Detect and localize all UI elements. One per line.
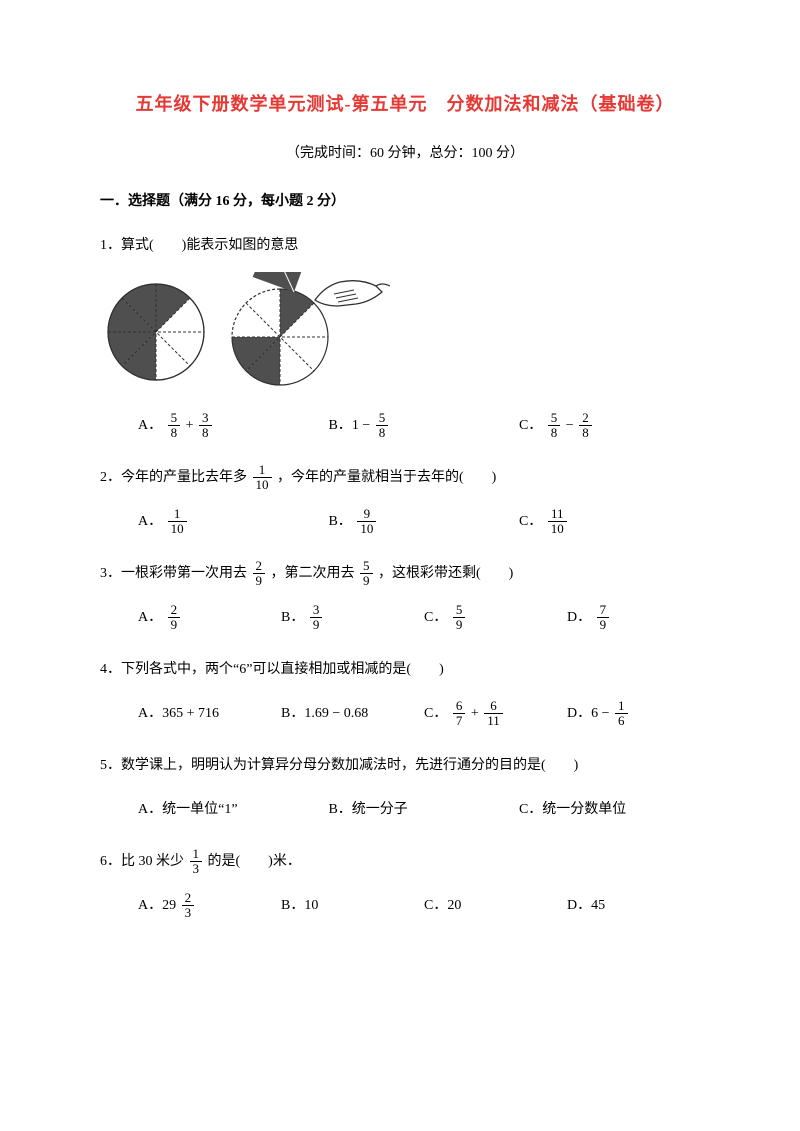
- q1-options: A． 58 + 38 B．1 − 58 C． 58 − 28: [138, 408, 710, 444]
- question-6: 6．比 30 米少 13 的是( )米． A．29 23 B．10 C．20 D…: [100, 846, 710, 924]
- q3-opt-d: D． 79: [567, 600, 710, 636]
- q2-opt-b: B． 910: [328, 504, 518, 540]
- q6-opt-b: B．10: [281, 888, 424, 924]
- q3-stem: 3．一根彩带第一次用去 29 ，第二次用去 59 ，这根彩带还剩( ): [100, 558, 710, 590]
- q6-options: A．29 23 B．10 C．20 D．45: [138, 888, 710, 924]
- q4-stem: 4．下列各式中，两个“6”可以直接相加或相减的是( ): [100, 654, 710, 686]
- q3-opt-c: C． 59: [424, 600, 567, 636]
- page-subtitle: （完成时间：60 分钟，总分：100 分）: [100, 142, 710, 162]
- q1-opt-a: A． 58 + 38: [138, 408, 328, 444]
- q4-opt-b: B．1.69 − 0.68: [281, 696, 424, 732]
- question-1: 1．算式( )能表示如图的意思: [100, 230, 710, 444]
- page-title: 五年级下册数学单元测试-第五单元 分数加法和减法（基础卷）: [100, 90, 710, 116]
- q4-opt-d: D．6 − 16: [567, 696, 710, 732]
- q5-opt-c: C．统一分数单位: [519, 792, 709, 828]
- q1-stem: 1．算式( )能表示如图的意思: [100, 230, 710, 262]
- pie-right: [230, 272, 390, 392]
- q6-stem: 6．比 30 米少 13 的是( )米．: [100, 846, 710, 878]
- question-4: 4．下列各式中，两个“6”可以直接相加或相减的是( ) A．365 + 716 …: [100, 654, 710, 732]
- q6-opt-c: C．20: [424, 888, 567, 924]
- question-3: 3．一根彩带第一次用去 29 ，第二次用去 59 ，这根彩带还剩( ) A． 2…: [100, 558, 710, 636]
- q5-opt-a: A．统一单位“1”: [138, 792, 328, 828]
- q6-opt-a: A．29 23: [138, 888, 281, 924]
- pie-left: [106, 282, 206, 382]
- hand-icon: [315, 281, 390, 306]
- q4-options: A．365 + 716 B．1.69 − 0.68 C． 67 + 611 D．…: [138, 696, 710, 732]
- section-heading: 一．选择题（满分 16 分，每小题 2 分）: [100, 190, 710, 210]
- q1-opt-c: C． 58 − 28: [519, 408, 709, 444]
- q3-opt-b: B． 39: [281, 600, 424, 636]
- q1-opt-b: B．1 − 58: [328, 408, 518, 444]
- q3-options: A． 29 B． 39 C． 59 D． 79: [138, 600, 710, 636]
- q2-stem: 2．今年的产量比去年多 110 ，今年的产量就相当于去年的( ): [100, 462, 710, 494]
- q2-opt-a: A． 110: [138, 504, 328, 540]
- q5-stem: 5．数学课上，明明认为计算异分母分数加减法时，先进行通分的目的是( ): [100, 750, 710, 782]
- question-2: 2．今年的产量比去年多 110 ，今年的产量就相当于去年的( ) A． 110 …: [100, 462, 710, 540]
- page: 五年级下册数学单元测试-第五单元 分数加法和减法（基础卷） （完成时间：60 分…: [0, 0, 800, 1131]
- q5-opt-b: B．统一分子: [328, 792, 518, 828]
- q2-opt-c: C． 1110: [519, 504, 709, 540]
- q6-opt-d: D．45: [567, 888, 710, 924]
- q5-options: A．统一单位“1” B．统一分子 C．统一分数单位: [138, 792, 710, 828]
- section-detail: （满分 16 分，每小题 2 分）: [170, 194, 345, 209]
- q3-opt-a: A． 29: [138, 600, 281, 636]
- q2-options: A． 110 B． 910 C． 1110: [138, 504, 710, 540]
- section-label: 一．选择题: [100, 194, 170, 209]
- q4-opt-c: C． 67 + 611: [424, 696, 567, 732]
- q4-opt-a: A．365 + 716: [138, 696, 281, 732]
- question-5: 5．数学课上，明明认为计算异分母分数加减法时，先进行通分的目的是( ) A．统一…: [100, 750, 710, 828]
- q1-figure: [106, 272, 710, 392]
